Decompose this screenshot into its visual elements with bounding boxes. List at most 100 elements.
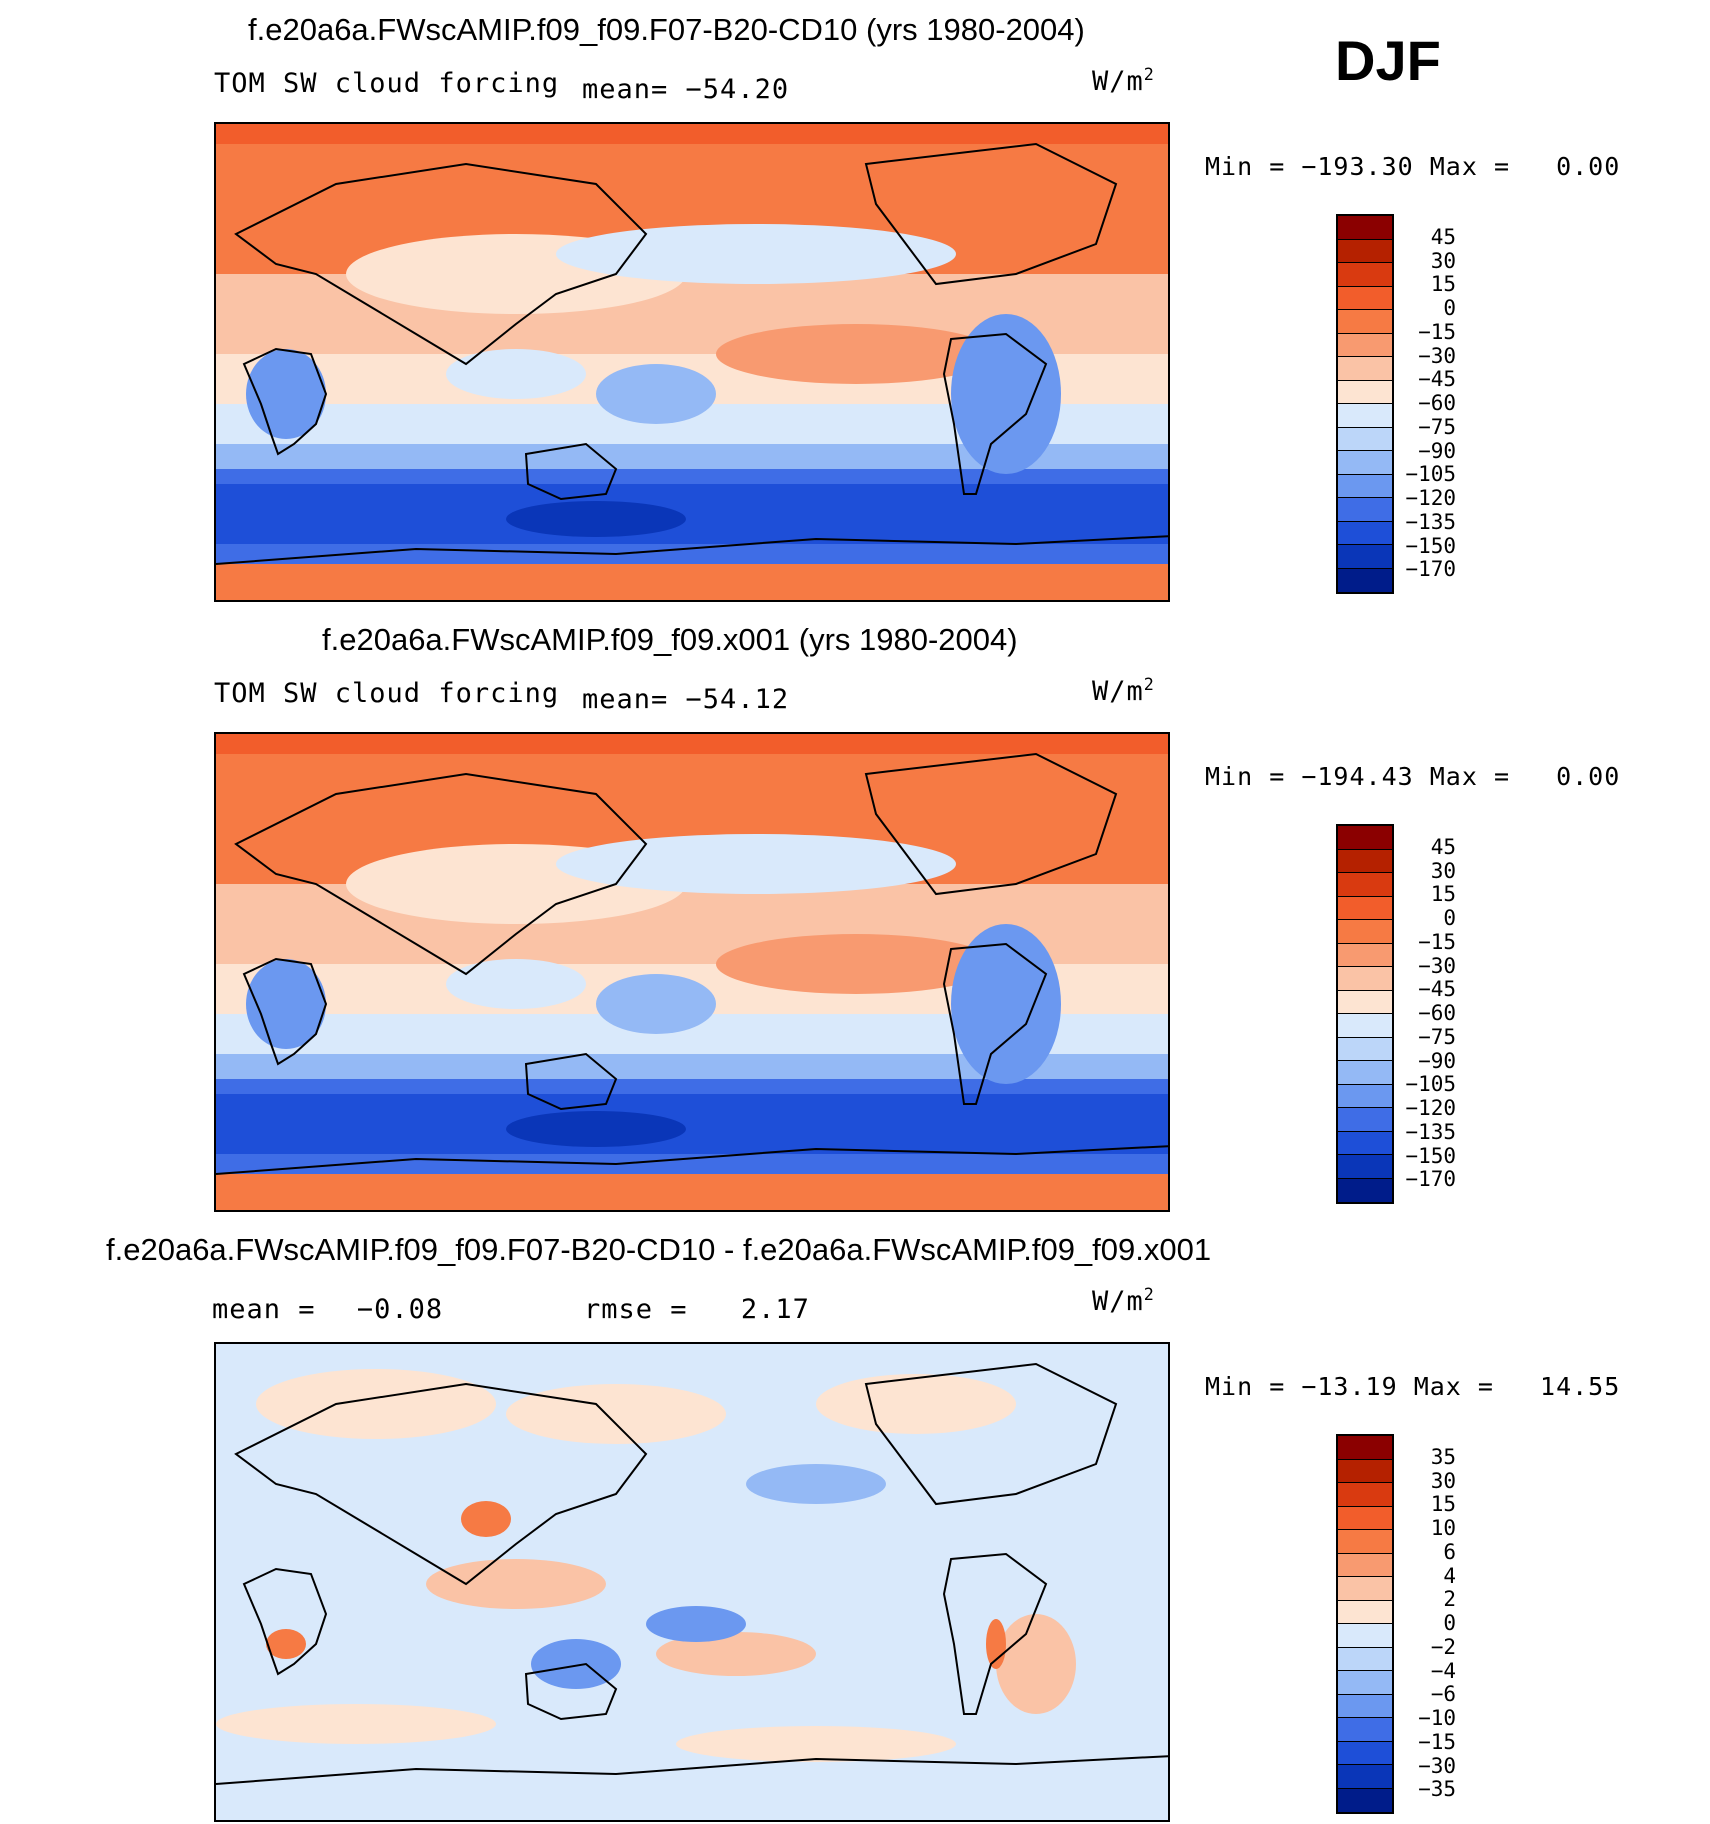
colorbar-tick-label: 30	[1430, 248, 1456, 273]
colorbar-tick-label: −4	[1430, 1658, 1456, 1683]
colorbar-tick-label: −170	[1405, 557, 1456, 582]
colorbar-segment	[1338, 1155, 1392, 1179]
panel3-rmse-label: rmse =	[584, 1294, 688, 1325]
panel2-mean-value: −54.12	[685, 684, 790, 715]
field-feature	[556, 834, 956, 894]
panel1-colorbar-ticks: 45 30 15 0 −15 −30 −45 −60 −75 −90 −105 −120 −135 −15…	[1376, 214, 1476, 594]
colorbar-segment	[1338, 1765, 1392, 1789]
coastline	[942, 332, 1048, 495]
field-band	[216, 1094, 1168, 1154]
panel3-units-exp: 2	[1143, 1284, 1155, 1304]
panel2-title: f.e20a6a.FWscAMIP.f09_f09.x001 (yrs 1980…	[322, 622, 1018, 657]
colorbar-segment	[1338, 1108, 1392, 1132]
panel3-mean-value: −0.08	[356, 1294, 444, 1325]
coastline	[942, 942, 1048, 1105]
colorbar-segment	[1338, 451, 1392, 475]
field-band	[216, 1174, 1168, 1210]
colorbar-tick-label: −2	[1430, 1634, 1456, 1659]
coastline	[524, 1052, 618, 1111]
colorbar-segment	[1338, 1600, 1392, 1624]
colorbar-tick-label: −6	[1430, 1682, 1456, 1707]
panel2-min-label: Min =	[1205, 762, 1286, 791]
coastline	[216, 1755, 1168, 1785]
field-feature	[506, 1384, 726, 1444]
colorbar-segment	[1338, 263, 1392, 287]
panel1-min-value: −193.30	[1301, 152, 1414, 181]
colorbar-tick-label: 0	[1443, 906, 1456, 930]
colorbar-segment	[1338, 1577, 1392, 1601]
map-canvas	[216, 1344, 1168, 1820]
colorbar-segment	[1338, 920, 1392, 944]
colorbar-segment	[1338, 357, 1392, 381]
colorbar-segment	[1338, 521, 1392, 545]
colorbar-tick-label: −30	[1418, 343, 1456, 368]
panel2-max-label: Max =	[1429, 762, 1511, 791]
colorbar-segment	[1338, 1553, 1392, 1577]
panel1-map	[214, 122, 1170, 602]
panel2-units-base: W/m	[1092, 676, 1144, 707]
field-feature	[266, 1629, 306, 1659]
colorbar-segment	[1338, 896, 1392, 920]
panel3-rmse-value: 2.17	[740, 1294, 810, 1325]
colorbar-tick-label: 0	[1443, 296, 1456, 320]
colorbar-tick-label: −15	[1418, 929, 1456, 954]
field-feature	[596, 364, 716, 424]
colorbar-tick-label: 15	[1430, 882, 1456, 907]
panel1-max-value: 0.00	[1556, 152, 1621, 181]
coastline	[216, 1145, 1168, 1175]
colorbar-tick-label: 0	[1443, 1611, 1456, 1635]
panel1-colorbar	[1336, 214, 1394, 594]
colorbar-tick-label: −30	[1418, 953, 1456, 978]
colorbar-tick-label: 15	[1430, 272, 1456, 297]
colorbar-segment	[1338, 427, 1392, 451]
coastline	[242, 957, 328, 1066]
colorbar-tick-label: −135	[1405, 1119, 1456, 1144]
panel1-min-label: Min =	[1205, 152, 1286, 181]
panel3-min-value: −13.19	[1301, 1372, 1398, 1401]
panel2-units: W/m2	[1092, 674, 1155, 707]
coastline	[234, 1382, 648, 1586]
coastline	[242, 347, 328, 456]
field-feature	[656, 1632, 816, 1676]
colorbar-tick-label: −15	[1418, 1729, 1456, 1754]
panel2-minmax: Min = −194.43 Max = 0.00	[1205, 762, 1620, 791]
colorbar-segment	[1338, 1506, 1392, 1530]
panel1-variable: TOM SW cloud forcing	[214, 68, 560, 99]
colorbar-segment	[1338, 1483, 1392, 1507]
panel3-units-base: W/m	[1092, 1286, 1144, 1317]
map-canvas	[216, 734, 1168, 1210]
field-feature	[446, 349, 586, 399]
field-band	[216, 484, 1168, 544]
colorbar-tick-label: −90	[1418, 1048, 1456, 1073]
panel2-mean-label: mean=	[582, 684, 669, 715]
panel2-max-value: 0.00	[1556, 762, 1621, 791]
field-feature	[461, 1501, 511, 1537]
field-feature	[716, 324, 996, 384]
colorbar-tick-label: −120	[1405, 1096, 1456, 1120]
field-feature	[716, 934, 996, 994]
panel1-units: W/m2	[1092, 64, 1155, 97]
panel3-max-value: 14.55	[1540, 1372, 1621, 1401]
season-label: DJF	[1335, 29, 1441, 92]
field-band	[216, 1079, 1168, 1094]
panel2-min-value: −194.43	[1301, 762, 1414, 791]
coastline	[216, 535, 1168, 565]
colorbar-segment	[1338, 873, 1392, 897]
colorbar-segment	[1338, 1037, 1392, 1061]
colorbar-segment	[1338, 1647, 1392, 1671]
field-feature	[676, 1726, 956, 1762]
colorbar-tick-label: −150	[1405, 1143, 1456, 1168]
colorbar-tick-label: 2	[1443, 1587, 1456, 1612]
colorbar-tick-label: −45	[1418, 977, 1456, 1002]
field-band	[216, 734, 1168, 754]
panel3-minmax: Min = −13.19 Max = 14.55	[1205, 1372, 1620, 1401]
colorbar-tick-label: −15	[1418, 319, 1456, 344]
colorbar-segment	[1338, 545, 1392, 569]
panel3-rmse: rmse = 2.17	[584, 1294, 810, 1325]
colorbar-segment	[1338, 1624, 1392, 1648]
panel3-max-label: Max =	[1413, 1372, 1494, 1401]
colorbar-segment	[1338, 380, 1392, 404]
colorbar-segment	[1338, 849, 1392, 873]
colorbar-segment	[1338, 1788, 1392, 1812]
field-feature	[596, 974, 716, 1034]
